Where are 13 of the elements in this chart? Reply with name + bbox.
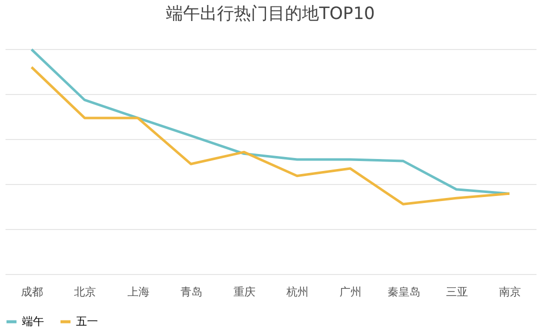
x-tick-label: 广州	[340, 286, 362, 298]
x-tick-label: 杭州	[286, 286, 309, 298]
x-tick-label: 三亚	[446, 286, 468, 298]
x-tick-label: 北京	[74, 286, 96, 298]
legend-label: 五一	[76, 314, 98, 328]
x-tick-label: 成都	[21, 286, 44, 298]
legend-label: 端午	[22, 314, 44, 328]
x-tick-label: 秦皇岛	[387, 286, 420, 298]
x-tick-label: 上海	[127, 286, 150, 298]
x-tick-label: 南京	[498, 286, 521, 298]
chart-title: 端午出行热门目的地TOP10	[166, 4, 375, 24]
x-tick-label: 青岛	[180, 286, 202, 298]
x-tick-label: 重庆	[233, 286, 256, 298]
